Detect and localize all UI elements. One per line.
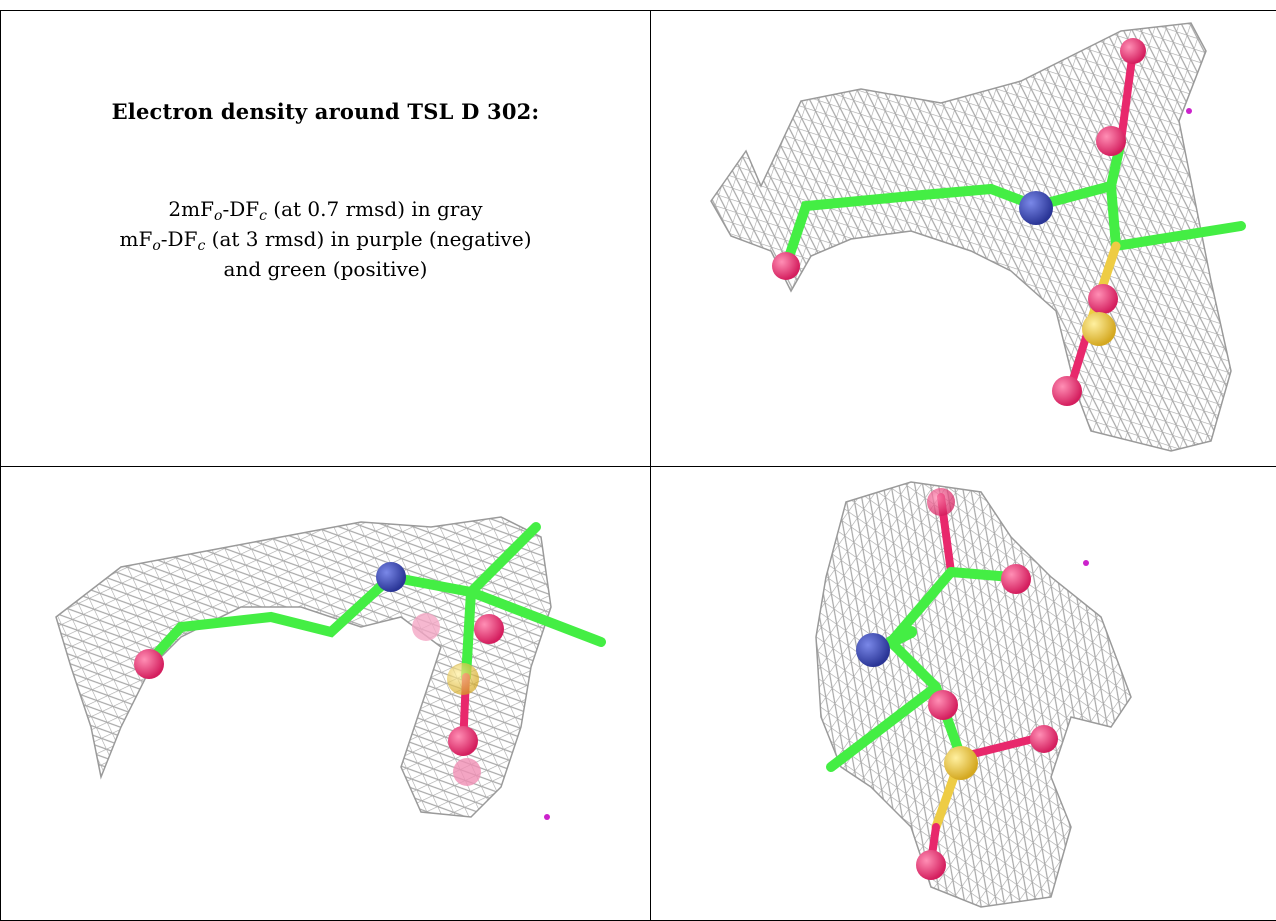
density-view-3	[651, 467, 1276, 921]
figure-grid: Electron density around TSL D 302: 2mFo-…	[0, 10, 1276, 921]
oxygen-atom	[927, 488, 955, 516]
oxygen-atom	[1088, 284, 1118, 314]
nitrogen-atom	[856, 633, 890, 667]
oxygen-atom	[474, 614, 504, 644]
density-view-2	[1, 467, 651, 921]
sulfur-atom	[1082, 312, 1116, 346]
legend-line-purple: mFo-DFc (at 3 rmsd) in purple (negative)	[1, 224, 650, 254]
density-view-1	[651, 11, 1276, 467]
nitrogen-atom	[376, 562, 406, 592]
nitrogen-atom	[1019, 191, 1053, 225]
oxygen-atom	[1030, 725, 1058, 753]
view-bottom-left	[1, 467, 651, 921]
legend-line-gray: 2mFo-DFc (at 0.7 rmsd) in gray	[1, 194, 650, 224]
oxygen-atom	[412, 613, 440, 641]
negative-density-blob	[1083, 560, 1089, 566]
legend-line-green: and green (positive)	[1, 254, 650, 284]
oxygen-atom	[134, 649, 164, 679]
negative-density-blob	[544, 814, 550, 820]
legend-text: 2mFo-DFc (at 0.7 rmsd) in gray mFo-DFc (…	[1, 194, 650, 284]
caption-cell: Electron density around TSL D 302: 2mFo-…	[1, 11, 651, 467]
density-mesh	[816, 482, 1131, 907]
oxygen-atom	[1120, 38, 1146, 64]
view-bottom-right	[651, 467, 1276, 921]
oxygen-atom	[928, 690, 958, 720]
oxygen-atom	[916, 850, 946, 880]
oxygen-atom	[453, 758, 481, 786]
sulfur-atom	[447, 663, 479, 695]
oxygen-atom	[1001, 564, 1031, 594]
oxygen-atom	[772, 252, 800, 280]
oxygen-atom	[1052, 376, 1082, 406]
sulfur-atom	[944, 746, 978, 780]
oxygen-atom	[1096, 126, 1126, 156]
negative-density-blob	[1186, 108, 1192, 114]
oxygen-atom	[448, 726, 478, 756]
view-top-right	[651, 11, 1276, 467]
figure-title: Electron density around TSL D 302:	[1, 99, 650, 124]
